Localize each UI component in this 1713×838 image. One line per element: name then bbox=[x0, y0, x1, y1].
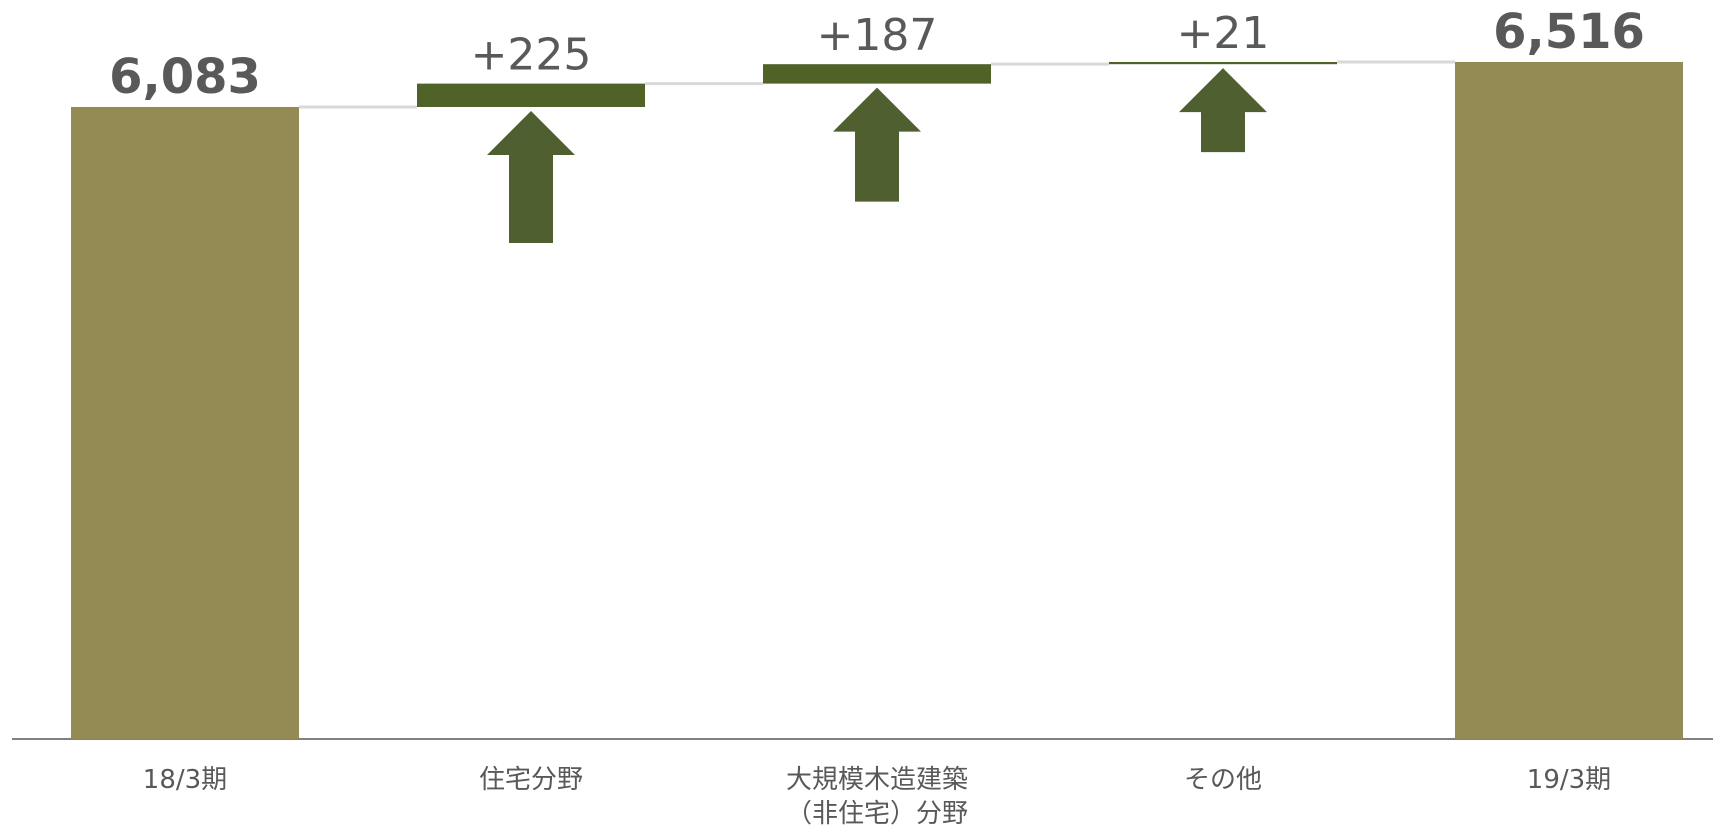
bar-total-4 bbox=[1455, 62, 1683, 739]
category-label-3: その他 bbox=[1184, 765, 1262, 795]
up-arrow-icon bbox=[833, 87, 921, 202]
category-label-0: 18/3期 bbox=[143, 765, 227, 795]
category-label-2-line0: 大規模木造建築 bbox=[786, 765, 968, 795]
bar-increase-2 bbox=[763, 64, 991, 84]
category-label-2-line1: （非住宅）分野 bbox=[786, 799, 968, 829]
bar-increase-1 bbox=[417, 83, 645, 107]
data-label-2: +187 bbox=[817, 10, 938, 61]
up-arrow-icon bbox=[487, 110, 575, 243]
data-label-0: 6,083 bbox=[109, 49, 261, 105]
data-label-4: 6,516 bbox=[1493, 4, 1645, 60]
data-label-1: +225 bbox=[471, 30, 592, 81]
category-label-1: 住宅分野 bbox=[479, 765, 583, 795]
data-label-3: +21 bbox=[1177, 8, 1270, 59]
bar-increase-3 bbox=[1109, 62, 1337, 65]
up-arrow-icon bbox=[1179, 68, 1267, 153]
bar-total-0 bbox=[71, 106, 299, 740]
category-label-4: 19/3期 bbox=[1527, 765, 1611, 795]
